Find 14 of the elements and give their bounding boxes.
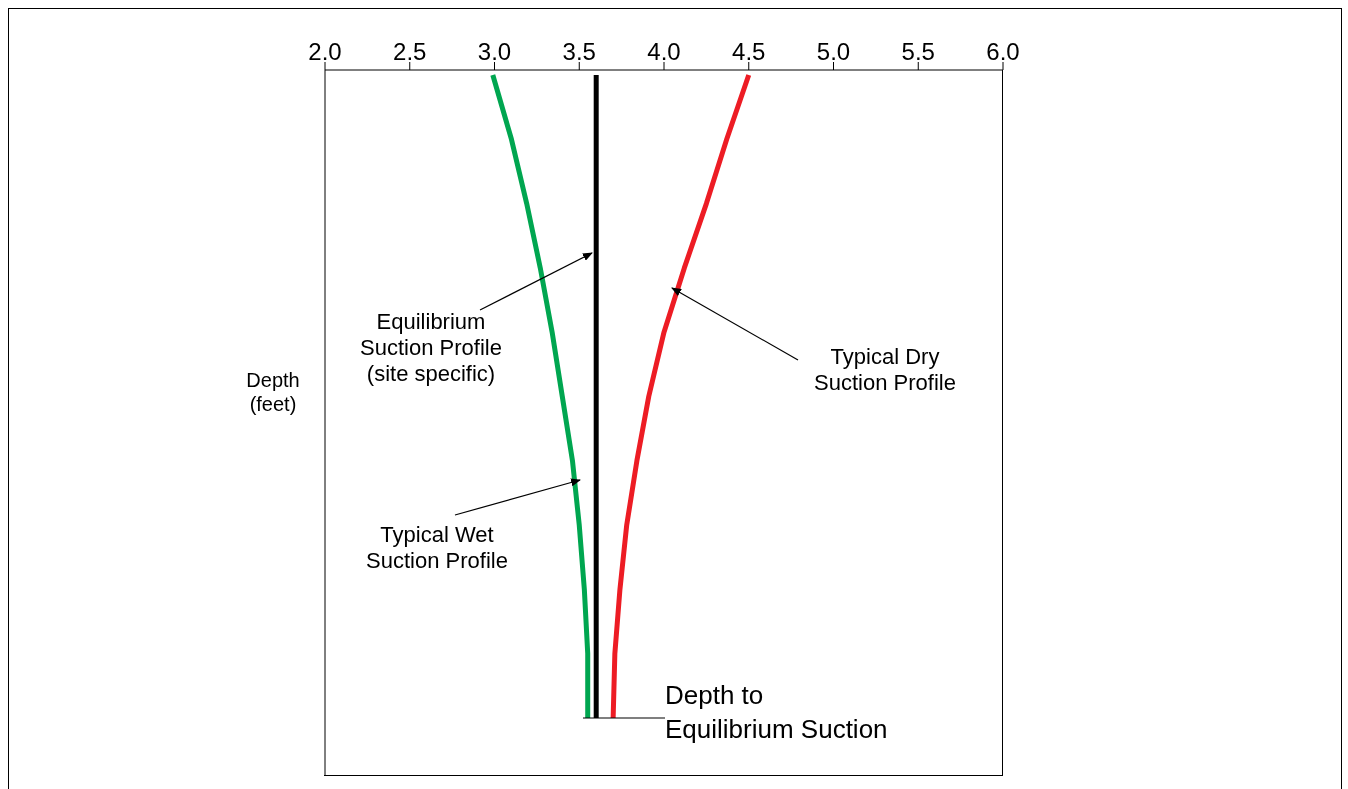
y-axis-title: Depth (feet) [245, 368, 301, 416]
x-tick-label: 3.0 [477, 38, 512, 65]
x-tick-label: 3.5 [562, 38, 596, 65]
x-tick-label: 5.5 [901, 38, 935, 65]
x-tick-label: 4.5 [732, 38, 766, 65]
x-tick-label: 4.0 [647, 38, 681, 65]
x-tick-label: 2.0 [308, 38, 342, 65]
annotation: Equilibrium Suction Profile (site specific) [360, 308, 502, 386]
annotation: Typical Wet Suction Profile [366, 521, 508, 573]
x-tick-label: 5.0 [816, 38, 851, 65]
annotation: Typical Dry Suction Profile [814, 343, 956, 395]
x-tick-label: 2.5 [393, 38, 427, 65]
x-tick-label: 6.0 [986, 38, 1020, 65]
annotation: Depth to Equilibrium Suction [665, 680, 888, 745]
